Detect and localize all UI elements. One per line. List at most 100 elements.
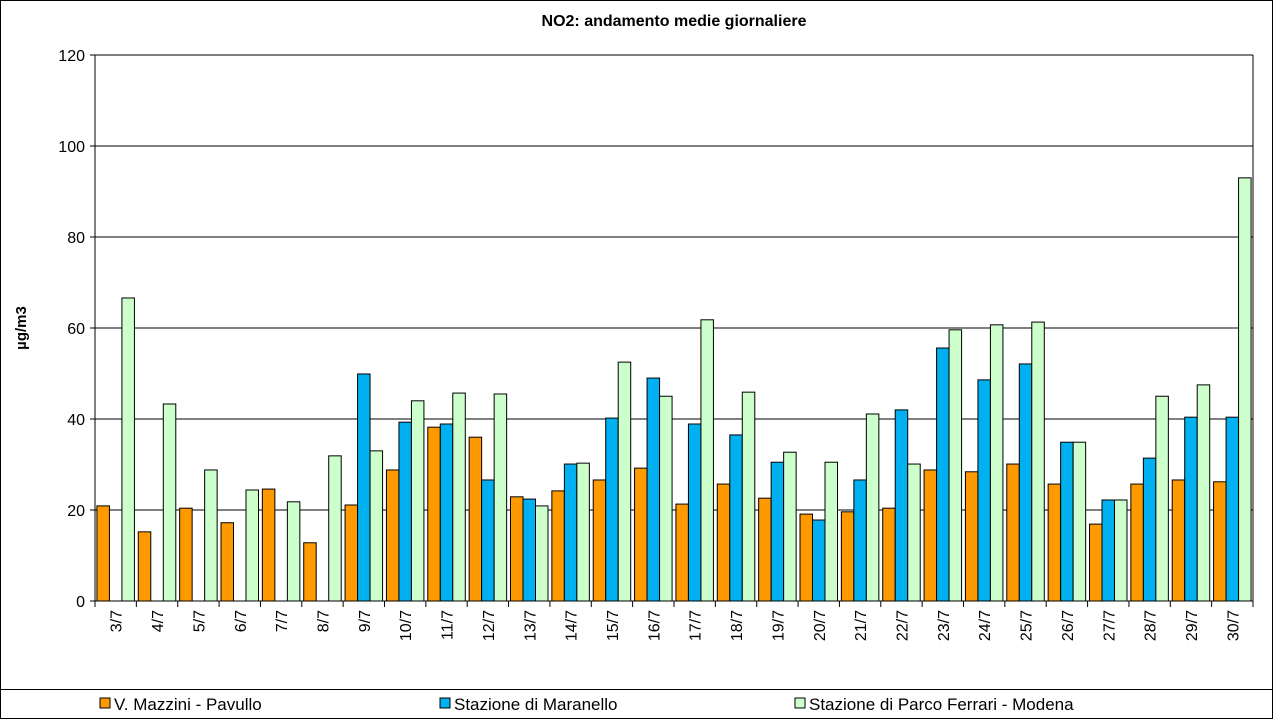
bar (493, 393, 508, 602)
y-tick-label: 60 (67, 321, 85, 338)
bar (989, 324, 1004, 602)
bar (1031, 321, 1045, 602)
bar (824, 461, 838, 602)
y-tick-label: 80 (67, 230, 85, 247)
bar (328, 455, 342, 602)
x-tick-label: 16/7 (646, 610, 663, 641)
x-tick-label: 4/7 (150, 610, 167, 632)
y-tick-label: 0 (76, 594, 85, 611)
bar (1130, 483, 1144, 602)
x-tick-label: 17/7 (688, 610, 705, 641)
bar (840, 511, 855, 602)
x-tick-label: 15/7 (605, 610, 622, 641)
bar (812, 519, 826, 602)
bar (964, 471, 979, 602)
bar (729, 434, 743, 602)
bar (522, 498, 536, 602)
y-axis-label: µg/m3 (13, 306, 30, 350)
bar (592, 479, 607, 602)
x-tick-label: 20/7 (812, 610, 829, 641)
bar (369, 450, 384, 602)
bar (162, 403, 177, 602)
bar (687, 423, 702, 602)
legend-swatch (794, 697, 806, 709)
bar (1155, 395, 1169, 602)
bar (865, 413, 880, 602)
bar (535, 505, 549, 602)
x-tick-label: 12/7 (481, 610, 498, 641)
y-tick-label: 40 (67, 412, 85, 429)
bar (1171, 479, 1186, 602)
bar (357, 373, 371, 602)
bar (799, 513, 813, 602)
bar (1225, 416, 1240, 602)
bar (551, 490, 565, 602)
bar (563, 463, 578, 602)
x-tick-label: 14/7 (564, 610, 581, 641)
bar (121, 297, 135, 602)
bar (617, 361, 632, 602)
bar (427, 426, 441, 602)
x-tick-label: 27/7 (1101, 610, 1118, 641)
x-tick-label: 28/7 (1143, 610, 1160, 641)
x-tick-label: 6/7 (233, 610, 250, 632)
legend-label: Stazione di Parco Ferrari - Modena (809, 695, 1074, 714)
bar (936, 347, 950, 602)
x-tick-label: 22/7 (894, 610, 911, 641)
x-tick-label: 10/7 (398, 610, 415, 641)
bar (1018, 363, 1033, 602)
legend-label: V. Mazzini - Pavullo (114, 695, 262, 714)
x-tick-label: 25/7 (1019, 610, 1036, 641)
bar (605, 417, 619, 602)
y-tick-label: 20 (67, 503, 85, 520)
x-tick-label: 5/7 (191, 610, 208, 632)
bar (783, 451, 797, 602)
bar (770, 461, 785, 602)
y-tick-label: 120 (58, 48, 85, 65)
chart-title: NO2: andamento medie giornaliere (542, 13, 807, 30)
x-tick-label: 21/7 (853, 610, 870, 641)
bar (948, 329, 963, 602)
bar (1213, 481, 1227, 602)
x-tick-label: 26/7 (1060, 610, 1077, 641)
bar (452, 392, 466, 602)
bar (907, 463, 921, 602)
x-tick-label: 7/7 (274, 610, 291, 632)
x-tick-label: 29/7 (1184, 610, 1201, 641)
bar (303, 542, 317, 602)
bar (700, 319, 714, 602)
bar (1142, 457, 1157, 602)
bar (1072, 441, 1087, 602)
x-tick-label: 24/7 (977, 610, 994, 641)
bar (576, 462, 590, 602)
bar (204, 469, 218, 602)
bar (468, 436, 483, 602)
legend-swatch (439, 697, 451, 709)
bar (758, 497, 772, 602)
bar (716, 483, 731, 602)
bar (923, 469, 938, 602)
bar (439, 423, 454, 602)
x-tick-label: 19/7 (770, 610, 787, 641)
bar (261, 488, 276, 602)
bar (853, 479, 867, 602)
bar (1006, 463, 1020, 602)
bar (1184, 416, 1198, 602)
x-tick-label: 18/7 (729, 610, 746, 641)
bar (1101, 499, 1115, 602)
bar (1196, 384, 1211, 602)
bar (1238, 177, 1252, 602)
x-tick-label: 9/7 (357, 610, 374, 632)
bar (410, 400, 425, 602)
bar (882, 507, 896, 602)
bar (646, 377, 661, 602)
bar (634, 467, 648, 602)
y-tick-label: 100 (58, 139, 85, 156)
bar (1089, 523, 1103, 602)
bar (1114, 499, 1128, 602)
x-tick-label: 3/7 (109, 610, 126, 632)
x-tick-label: 11/7 (440, 610, 457, 640)
bar (741, 391, 756, 602)
